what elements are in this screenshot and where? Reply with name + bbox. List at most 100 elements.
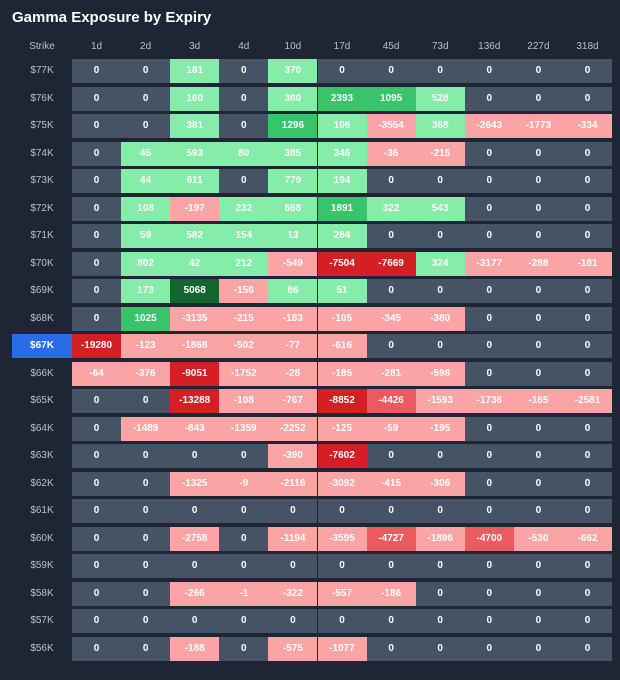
heatmap-cell: -843 (170, 416, 220, 441)
heatmap-cell: 0 (464, 609, 514, 633)
strike-label: $74K (30, 147, 54, 159)
heatmap-cell: 212 (219, 251, 269, 276)
heatmap-cell: 0 (121, 86, 171, 111)
heatmap-cell: -1194 (268, 526, 318, 551)
heatmap-cell: 322 (366, 196, 416, 221)
heatmap-cell: -575 (268, 636, 318, 661)
heatmap-cell: -4727 (366, 526, 416, 551)
heatmap-cell: 0 (415, 581, 465, 606)
heatmap-cell: 0 (317, 499, 367, 523)
heatmap-cell: 0 (219, 526, 269, 551)
heatmap-cell: -616 (317, 334, 367, 358)
heatmap-cell: 0 (415, 169, 465, 193)
heatmap-cell: 0 (317, 554, 367, 578)
heatmap-cell: 0 (563, 499, 612, 523)
heatmap-cell: -2252 (268, 416, 318, 441)
heatmap-cell: -502 (219, 334, 269, 358)
strike-label: $60K (30, 532, 54, 544)
heatmap-cell: -3554 (366, 114, 416, 138)
heatmap-cell: 0 (513, 499, 563, 523)
heatmap-cell: 0 (317, 609, 367, 633)
heatmap-cell: 0 (563, 471, 612, 496)
heatmap-cell: -2581 (563, 389, 612, 413)
heatmap-cell: 0 (170, 609, 220, 633)
heatmap-cell: 0 (366, 59, 416, 83)
heatmap-cell: -2758 (170, 526, 220, 551)
heatmap-cell: 0 (563, 59, 612, 83)
heatmap-cell: 0 (464, 581, 514, 606)
heatmap-cell: 59 (121, 224, 171, 248)
heatmap-cell: 0 (72, 416, 121, 441)
heatmap-cell: -188 (170, 636, 220, 661)
heatmap-cell: 51 (317, 279, 367, 303)
heatmap-cell: -1489 (121, 416, 171, 441)
expiry-header-2d: 2d (140, 41, 152, 52)
heatmap-cell: 0 (464, 306, 514, 331)
heatmap-cell: -7504 (317, 251, 367, 276)
heatmap-cell: -376 (121, 361, 171, 386)
heatmap-cell: -1359 (219, 416, 269, 441)
heatmap-cell: 0 (72, 609, 121, 633)
heatmap-cell: -77 (268, 334, 318, 358)
heatmap-cell: 0 (513, 471, 563, 496)
expiry-header-227d: 227d (527, 41, 550, 52)
heatmap-cell: 0 (268, 609, 318, 633)
heatmap-cell: 593 (170, 141, 220, 166)
heatmap-cell: 0 (513, 169, 563, 193)
heatmap-cell: 0 (415, 609, 465, 633)
heatmap-cell: 0 (464, 169, 514, 193)
expiry-header-136d: 136d (478, 41, 501, 52)
heatmap-cell: -59 (366, 416, 416, 441)
heatmap-cell: 0 (219, 609, 269, 633)
heatmap-cell: -334 (563, 114, 612, 138)
heatmap-cell: 0 (219, 114, 269, 138)
heatmap-cell: -108 (219, 389, 269, 413)
heatmap-cell: 0 (415, 59, 465, 83)
heatmap-cell: -1868 (170, 334, 220, 358)
heatmap-cell: 0 (366, 554, 416, 578)
heatmap-cell: -1736 (464, 389, 514, 413)
heatmap-cell: 0 (72, 499, 121, 523)
heatmap-cell: 0 (513, 59, 563, 83)
heatmap-cell: -1773 (513, 114, 563, 138)
heatmap-cell: 108 (121, 196, 171, 221)
heatmap-cell: -8852 (317, 389, 367, 413)
heatmap-cell: 0 (415, 279, 465, 303)
heatmap-cell: 1025 (121, 306, 171, 331)
heatmap-cell: 80 (219, 141, 269, 166)
heatmap-cell: 0 (366, 169, 416, 193)
expiry-header-318d: 318d (576, 41, 599, 52)
heatmap-cell: 0 (563, 141, 612, 166)
heatmap-cell: 0 (513, 306, 563, 331)
heatmap-cell: 0 (121, 581, 171, 606)
heatmap-cell: 0 (121, 554, 171, 578)
heatmap-cell: 154 (219, 224, 269, 248)
strike-label: $75K (30, 120, 54, 131)
chart-title: Gamma Exposure by Expiry (12, 9, 212, 26)
heatmap-cell: 0 (464, 636, 514, 661)
heatmap-cell: -28 (268, 361, 318, 386)
heatmap-cell: 0 (563, 279, 612, 303)
heatmap-cell: 160 (170, 86, 220, 111)
strike-label: $56K (30, 642, 54, 654)
current-strike-label: $67K (12, 334, 72, 358)
heatmap-cell: -105 (317, 306, 367, 331)
heatmap-cell: -1 (219, 581, 269, 606)
heatmap-cell: 0 (513, 86, 563, 111)
heatmap-cell: 0 (268, 554, 318, 578)
heatmap-cell: 0 (121, 59, 171, 83)
heatmap-cell: -215 (219, 306, 269, 331)
heatmap-cell: 0 (415, 224, 465, 248)
heatmap-cell: 0 (415, 499, 465, 523)
heatmap-cell: -3092 (317, 471, 367, 496)
heatmap-cell: 0 (72, 581, 121, 606)
heatmap-cell: 0 (464, 361, 514, 386)
heatmap-cell: 0 (170, 554, 220, 578)
heatmap-cell: -2643 (464, 114, 514, 138)
heatmap-cell: -306 (415, 471, 465, 496)
heatmap-cell: 0 (513, 636, 563, 661)
heatmap-cell: 0 (121, 609, 171, 633)
heatmap-cell: -415 (366, 471, 416, 496)
expiry-header-73d: 73d (431, 41, 449, 52)
heatmap-cell: 0 (72, 59, 121, 83)
